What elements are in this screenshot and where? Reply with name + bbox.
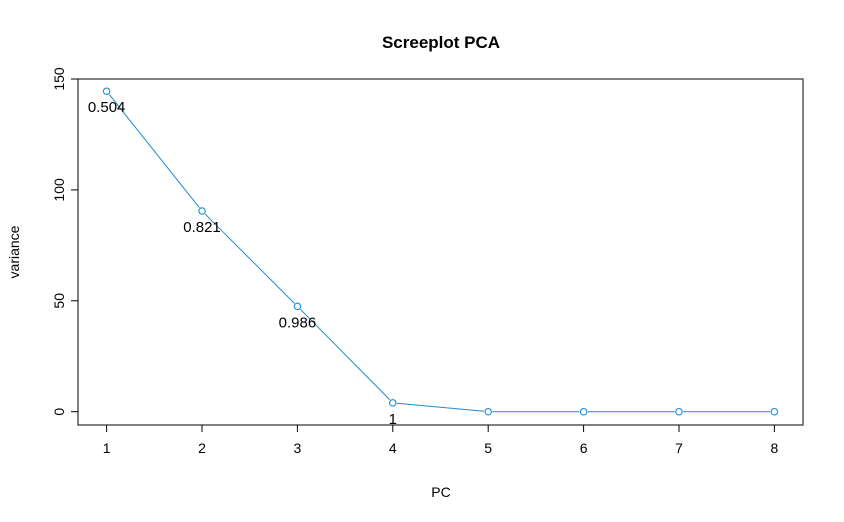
data-point: [102, 87, 111, 95]
x-tick-label: 7: [675, 440, 683, 456]
x-axis-label: PC: [431, 484, 450, 500]
series-line-segment: [396, 402, 485, 412]
data-label: 0.504: [88, 99, 126, 116]
y-axis: 0 50 100 150: [51, 67, 79, 416]
data-labels-layer: 0.504 0.821 0.986 1: [88, 99, 397, 428]
x-tick-label: 4: [389, 440, 397, 456]
x-tick-label: 3: [294, 440, 302, 456]
y-axis-label: variance: [6, 225, 22, 278]
data-point: [484, 407, 492, 416]
x-tick-label: 5: [484, 440, 492, 456]
data-point: [293, 302, 302, 311]
series-layer: [102, 87, 779, 416]
data-label: 0.986: [279, 314, 317, 331]
data-point: [675, 407, 683, 416]
data-point: [198, 207, 206, 215]
data-point: [579, 407, 588, 416]
data-label: 0.821: [183, 219, 221, 236]
y-tick-label: 50: [51, 293, 67, 309]
x-tick-label: 2: [198, 440, 206, 456]
x-tick-label: 8: [770, 440, 778, 456]
y-tick-label: 150: [51, 67, 67, 91]
data-point: [389, 399, 397, 407]
x-tick-label: 6: [580, 440, 588, 456]
data-label: 1: [389, 411, 397, 428]
y-tick-label: 0: [51, 408, 67, 416]
x-tick-label: 1: [103, 440, 111, 456]
data-point: [770, 407, 779, 416]
chart-title: Screeplot PCA: [382, 33, 500, 52]
series-line-segment: [300, 308, 391, 401]
series-line-segment: [108, 94, 200, 208]
series-line-segment: [204, 213, 295, 304]
y-tick-label: 100: [51, 178, 67, 202]
x-axis: 1 2 3 4 5 6 7 8: [103, 425, 778, 456]
